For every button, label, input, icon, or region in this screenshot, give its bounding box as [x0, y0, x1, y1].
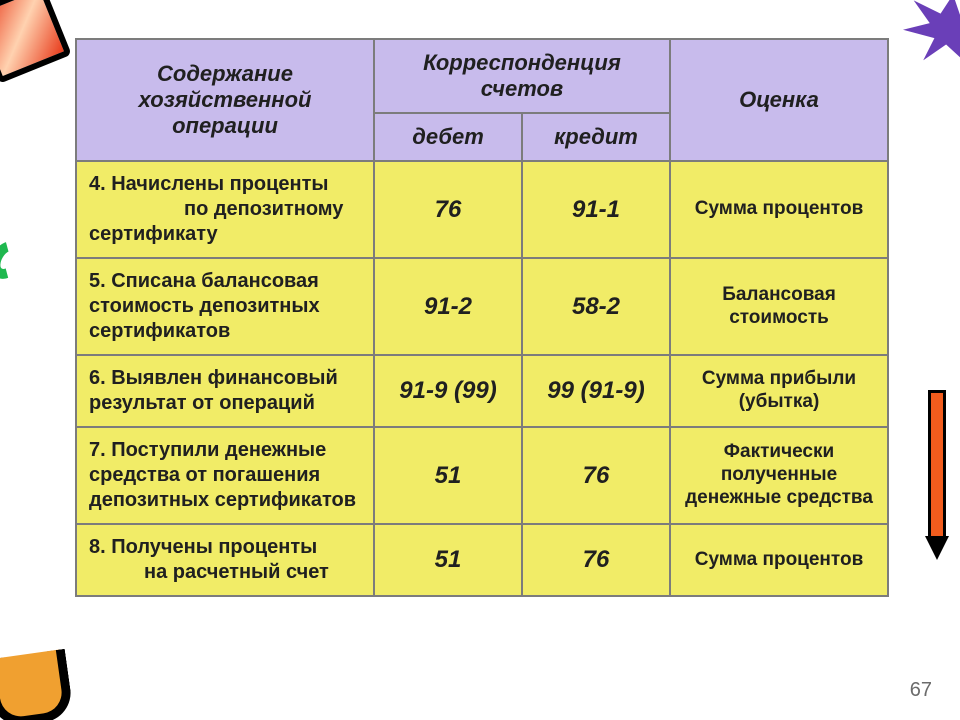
cell-ocenka: Сумма прибыли (убытка) — [670, 355, 888, 427]
slide: Содержание хозяйственной операции Коррес… — [0, 0, 960, 720]
cell-credit: 76 — [522, 524, 670, 596]
cell-debit: 51 — [374, 524, 522, 596]
cell-debit: 91-2 — [374, 258, 522, 355]
table-row: 7. Поступили денежные средства от погаше… — [76, 427, 888, 524]
table-body: 4. Начислены процентыпо депозитномусерти… — [76, 161, 888, 596]
deco-u-shape-icon — [0, 654, 70, 720]
cell-debit: 76 — [374, 161, 522, 258]
header-credit: кредит — [522, 113, 670, 161]
cell-debit: 51 — [374, 427, 522, 524]
deco-splat-icon — [897, 0, 960, 71]
cell-credit: 76 — [522, 427, 670, 524]
header-correspondence: Корреспонденция счетов — [374, 39, 670, 113]
cell-desc: 5. Списана балансовая стоимость депозитн… — [76, 258, 374, 355]
cell-desc: 6. Выявлен финансовый результат от опера… — [76, 355, 374, 427]
cell-desc: 7. Поступили денежные средства от погаше… — [76, 427, 374, 524]
cell-desc: 8. Получены процентына расчетный счет — [76, 524, 374, 596]
cell-ocenka: Балансовая стоимость — [670, 258, 888, 355]
cell-credit: 58-2 — [522, 258, 670, 355]
header-content: Содержание хозяйственной операции — [76, 39, 374, 161]
accounting-table: Содержание хозяйственной операции Коррес… — [75, 38, 889, 597]
cell-debit: 91-9 (99) — [374, 355, 522, 427]
header-debit: дебет — [374, 113, 522, 161]
cell-ocenka: Фактически полученные денежные средства — [670, 427, 888, 524]
cell-ocenka: Сумма процентов — [670, 524, 888, 596]
cell-credit: 99 (91-9) — [522, 355, 670, 427]
header-row-top: Содержание хозяйственной операции Коррес… — [76, 39, 888, 113]
page-number: 67 — [910, 679, 932, 702]
table-row: 6. Выявлен финансовый результат от опера… — [76, 355, 888, 427]
cell-ocenka: Сумма процентов — [670, 161, 888, 258]
cell-desc: 4. Начислены процентыпо депозитномусерти… — [76, 161, 374, 258]
table-row: 4. Начислены процентыпо депозитномусерти… — [76, 161, 888, 258]
deco-pencil-icon — [906, 390, 960, 570]
table-row: 5. Списана балансовая стоимость депозитн… — [76, 258, 888, 355]
deco-curl-icon — [0, 240, 22, 280]
table-row: 8. Получены процентына расчетный счет517… — [76, 524, 888, 596]
header-ocenka: Оценка — [670, 39, 888, 161]
deco-frame-icon — [0, 0, 72, 84]
cell-credit: 91-1 — [522, 161, 670, 258]
table-container: Содержание хозяйственной операции Коррес… — [75, 38, 887, 597]
